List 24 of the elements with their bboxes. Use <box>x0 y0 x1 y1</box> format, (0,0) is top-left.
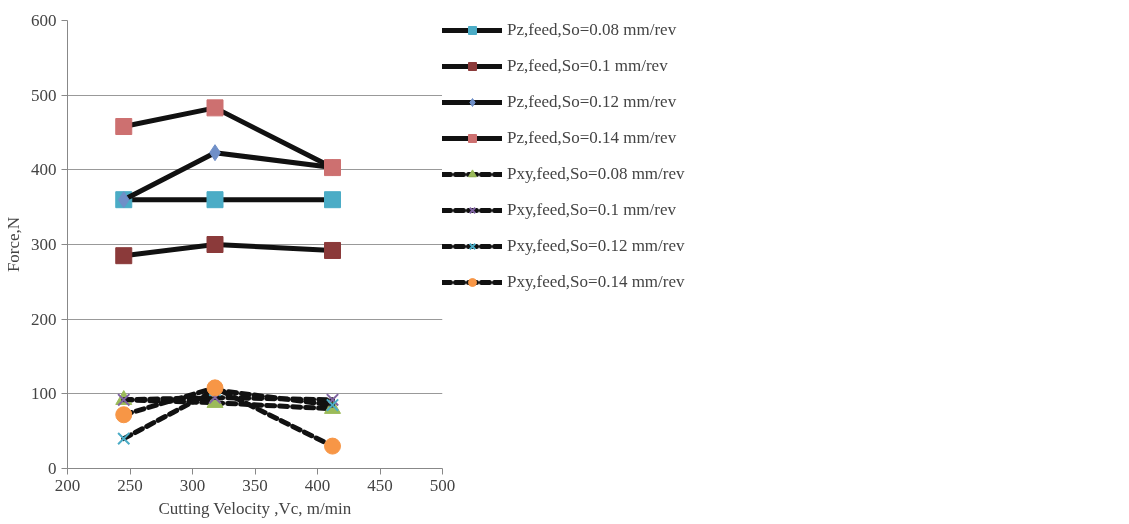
y-axis-title: Force,N <box>4 216 23 273</box>
y-tick-label: 600 <box>31 11 57 30</box>
legend-label: Pz,feed,So=0.1 mm/rev <box>507 56 668 76</box>
y-tick-label: 400 <box>31 160 57 180</box>
legend-label: Pz,feed,So=0.14 mm/rev <box>507 128 677 148</box>
y-tick-label: 0 <box>48 459 57 478</box>
legend-label: Pz,feed,So=0.12 mm/rev <box>507 92 677 112</box>
x-axis-title: Cutting Velocity ,Vc, m/min <box>158 498 352 518</box>
y-tick-label: 300 <box>31 235 57 254</box>
legend-label: Pxy,feed,So=0.1 mm/rev <box>507 200 677 220</box>
legend-label: Pxy,feed,So=0.14 mm/rev <box>507 272 685 292</box>
y-tick-label: 500 <box>31 85 57 105</box>
legend-label: Pxy,feed,So=0.08 mm/rev <box>507 164 685 184</box>
x-tick-label: 500 <box>429 475 456 495</box>
x-tick-label: 300 <box>179 475 206 495</box>
y-tick-label: 200 <box>31 309 57 329</box>
x-tick-label: 450 <box>367 475 393 495</box>
legend-label: Pz,feed,So=0.08 mm/rev <box>507 20 677 40</box>
x-tick-label: 200 <box>54 475 81 495</box>
y-tick-label: 100 <box>31 384 57 404</box>
x-tick-label: 400 <box>304 475 331 495</box>
legend-label: Pxy,feed,So=0.12 mm/rev <box>507 236 685 256</box>
x-tick-label: 250 <box>117 475 143 495</box>
x-tick-label: 350 <box>242 475 268 495</box>
